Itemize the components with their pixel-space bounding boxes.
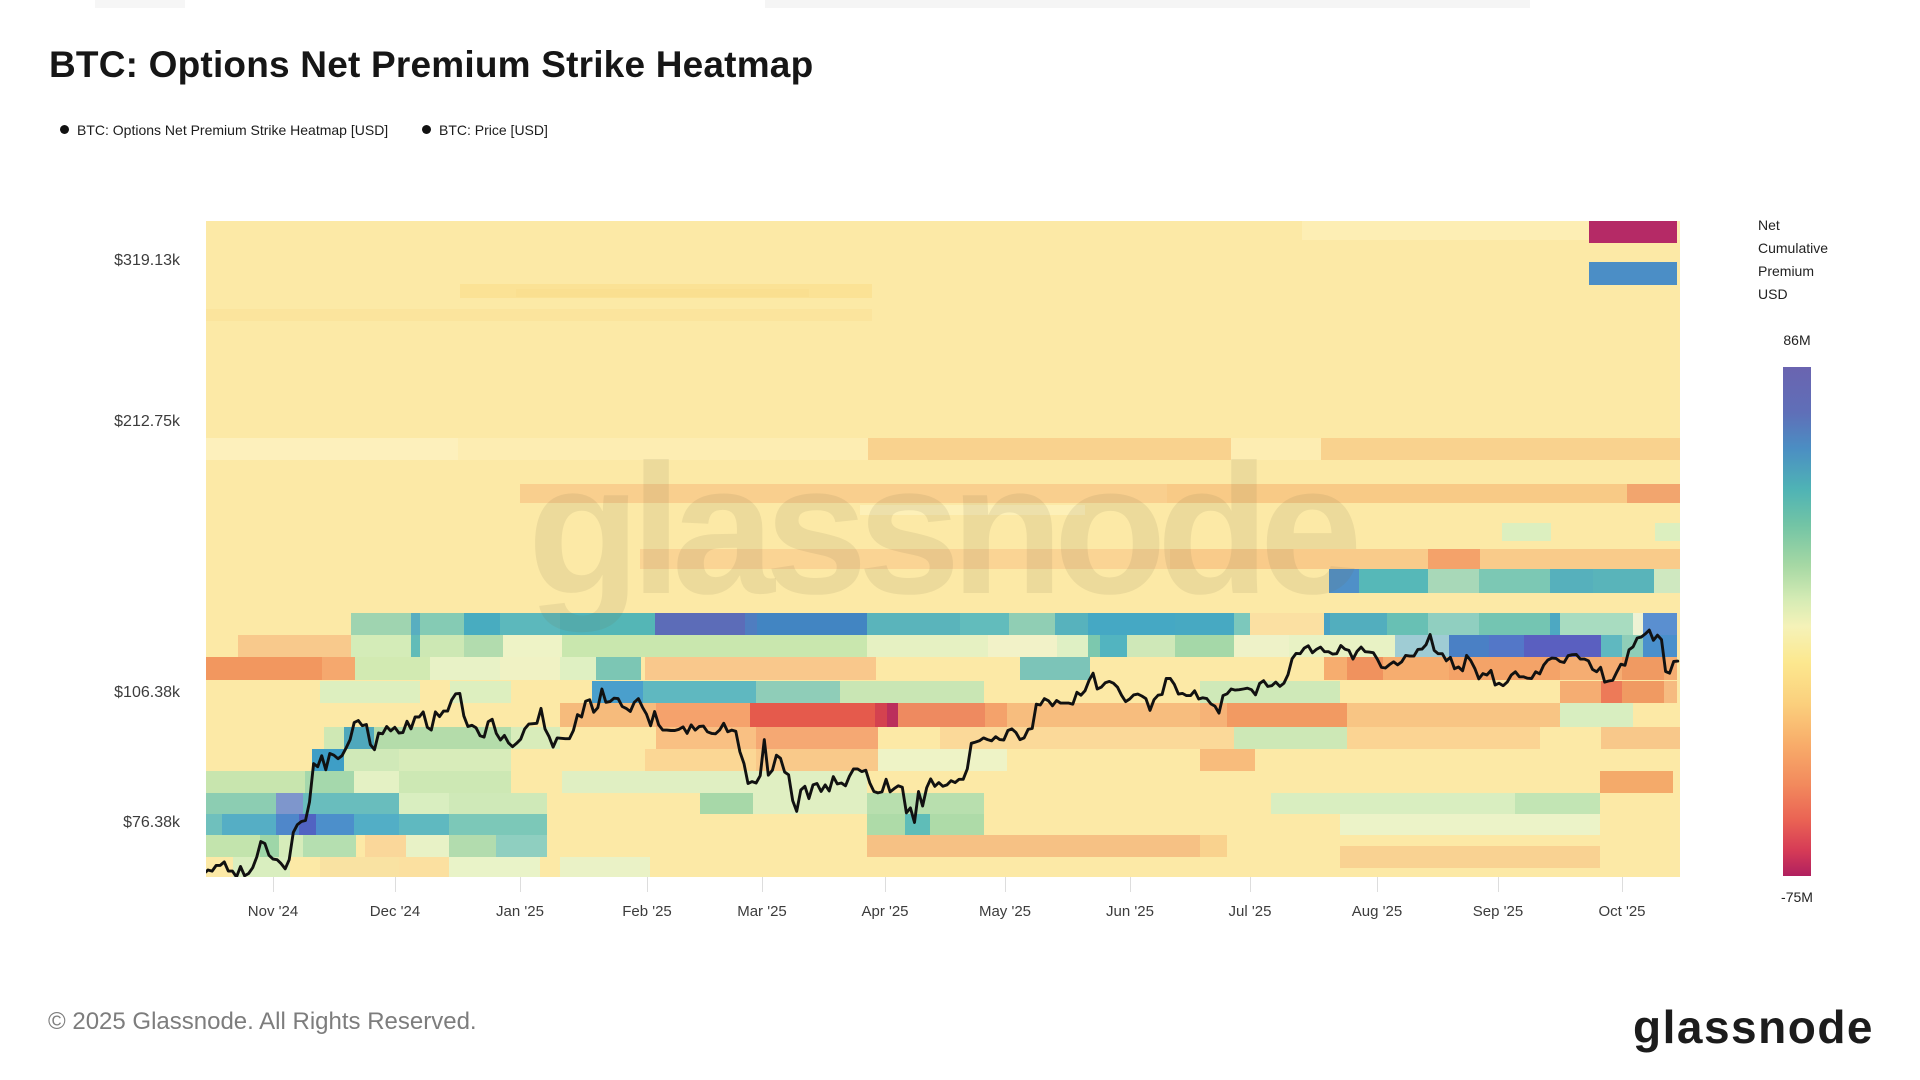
svg-text:glassnode: glassnode	[528, 427, 1357, 633]
